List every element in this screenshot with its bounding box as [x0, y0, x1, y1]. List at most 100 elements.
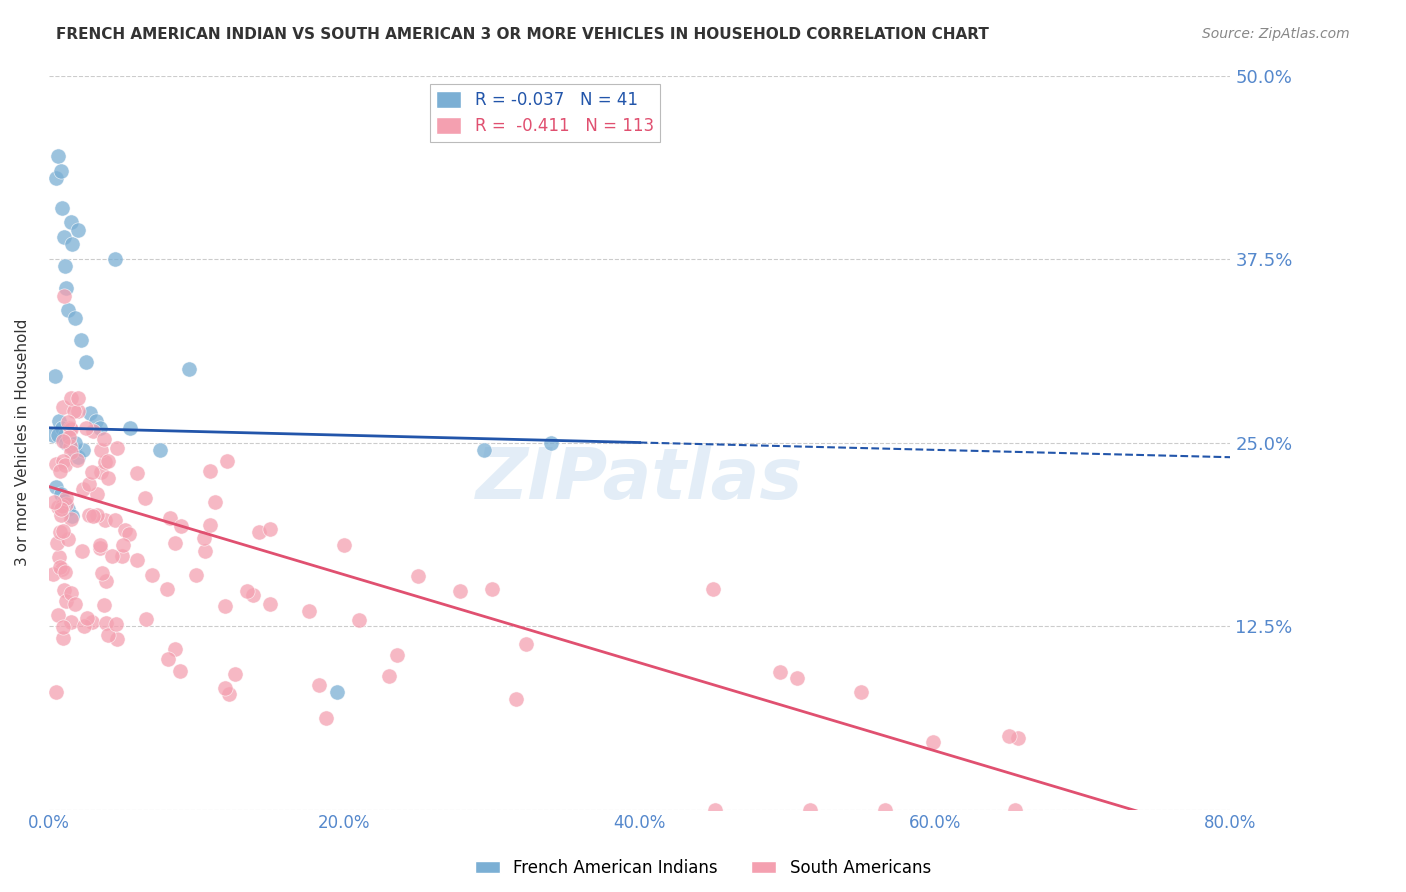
Point [702, 582, 724, 597]
Point [242, 588, 264, 602]
Point [70, 333, 93, 347]
Point [59, 586, 82, 600]
Point [204, 494, 226, 508]
Point [67, 450, 90, 465]
Point [46, 149, 69, 163]
Point [42, 428, 65, 442]
Point [921, 735, 943, 749]
Point [56, 501, 79, 516]
Point [156, 652, 179, 666]
Point [177, 362, 200, 376]
Point [86, 508, 108, 523]
Point [63, 442, 86, 457]
Point [118, 526, 141, 541]
Point [59, 215, 82, 229]
Point [53, 583, 76, 598]
Point [97, 470, 120, 484]
Point [59, 615, 82, 630]
Point [218, 688, 240, 702]
Point [1007, 731, 1029, 746]
Point [849, 685, 872, 699]
Point [94, 574, 117, 589]
Point [326, 685, 349, 699]
Point [114, 524, 136, 538]
Point [82, 508, 104, 523]
Point [56, 533, 79, 547]
Point [127, 553, 149, 567]
Point [49, 508, 72, 523]
Point [873, 803, 896, 817]
Point [79, 477, 101, 491]
Point [49, 164, 72, 178]
Point [769, 665, 792, 680]
Point [58, 430, 80, 444]
Point [215, 454, 238, 468]
Point [59, 421, 82, 435]
Point [125, 467, 148, 481]
Point [53, 428, 76, 442]
Point [58, 415, 80, 429]
Point [65, 435, 87, 450]
Point [52, 631, 75, 645]
Point [214, 681, 236, 695]
Point [134, 491, 156, 506]
Point [51, 499, 73, 513]
Text: FRENCH AMERICAN INDIAN VS SOUTH AMERICAN 3 OR MORE VEHICLES IN HOUSEHOLD CORRELA: FRENCH AMERICAN INDIAN VS SOUTH AMERICAN… [56, 27, 988, 42]
Point [259, 523, 281, 537]
Point [94, 454, 117, 468]
Point [515, 637, 537, 651]
Point [52, 524, 75, 538]
Point [49, 524, 72, 539]
Point [193, 531, 215, 545]
Point [101, 549, 124, 563]
Point [44, 494, 66, 508]
Point [186, 567, 208, 582]
Point [55, 435, 77, 450]
Point [385, 648, 408, 662]
Point [52, 401, 75, 415]
Point [49, 464, 72, 478]
Point [45, 171, 67, 186]
Point [156, 582, 179, 597]
Point [91, 566, 114, 580]
Point [82, 615, 104, 630]
Point [55, 594, 77, 608]
Text: ZIPatlas: ZIPatlas [475, 445, 803, 514]
Point [86, 487, 108, 501]
Legend: R = -0.037   N = 41, R =  -0.411   N = 113: R = -0.037 N = 41, R = -0.411 N = 113 [430, 84, 661, 142]
Point [1004, 803, 1026, 817]
Point [77, 508, 100, 523]
Y-axis label: 3 or more Vehicles in Household: 3 or more Vehicles in Household [15, 318, 30, 566]
Point [52, 434, 75, 449]
Point [80, 465, 103, 479]
Point [540, 435, 562, 450]
Point [46, 607, 69, 622]
Point [93, 432, 115, 446]
Point [70, 544, 93, 558]
Point [89, 421, 111, 435]
Point [53, 458, 76, 472]
Point [76, 611, 98, 625]
Point [52, 230, 75, 244]
Point [200, 464, 222, 478]
Point [135, 612, 157, 626]
Point [66, 404, 89, 418]
Point [378, 669, 401, 683]
Point [48, 560, 70, 574]
Point [214, 599, 236, 613]
Point [90, 465, 112, 479]
Point [59, 511, 82, 525]
Point [59, 392, 82, 406]
Point [298, 604, 321, 618]
Point [104, 252, 127, 266]
Point [51, 421, 73, 435]
Point [60, 444, 83, 458]
Point [104, 617, 127, 632]
Legend: French American Indians, South Americans: French American Indians, South Americans [468, 853, 938, 884]
Point [84, 413, 107, 427]
Point [51, 201, 73, 215]
Point [786, 671, 808, 685]
Point [48, 550, 70, 565]
Point [46, 500, 69, 514]
Point [111, 549, 134, 563]
